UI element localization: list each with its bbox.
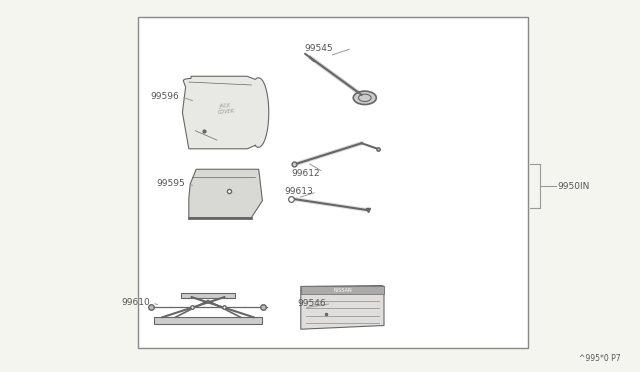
Circle shape [353, 91, 376, 105]
Text: 99612: 99612 [291, 169, 320, 178]
Bar [301, 286, 384, 294]
Text: 99595: 99595 [157, 179, 186, 188]
Polygon shape [189, 169, 262, 218]
Polygon shape [301, 286, 384, 329]
Text: 99610: 99610 [122, 298, 150, 307]
Bar [154, 317, 262, 324]
Text: ^995*0 P7: ^995*0 P7 [579, 354, 621, 363]
Text: 99545: 99545 [304, 44, 333, 53]
Bar [138, 17, 528, 348]
Text: 9950IN: 9950IN [557, 182, 590, 190]
Bar [180, 293, 236, 298]
Text: 99613: 99613 [285, 187, 314, 196]
Text: JACK
COVER: JACK COVER [216, 103, 235, 115]
Text: NISSAN: NISSAN [333, 288, 352, 293]
Text: 99546: 99546 [298, 299, 326, 308]
Text: 99596: 99596 [150, 92, 179, 101]
Polygon shape [182, 76, 269, 149]
